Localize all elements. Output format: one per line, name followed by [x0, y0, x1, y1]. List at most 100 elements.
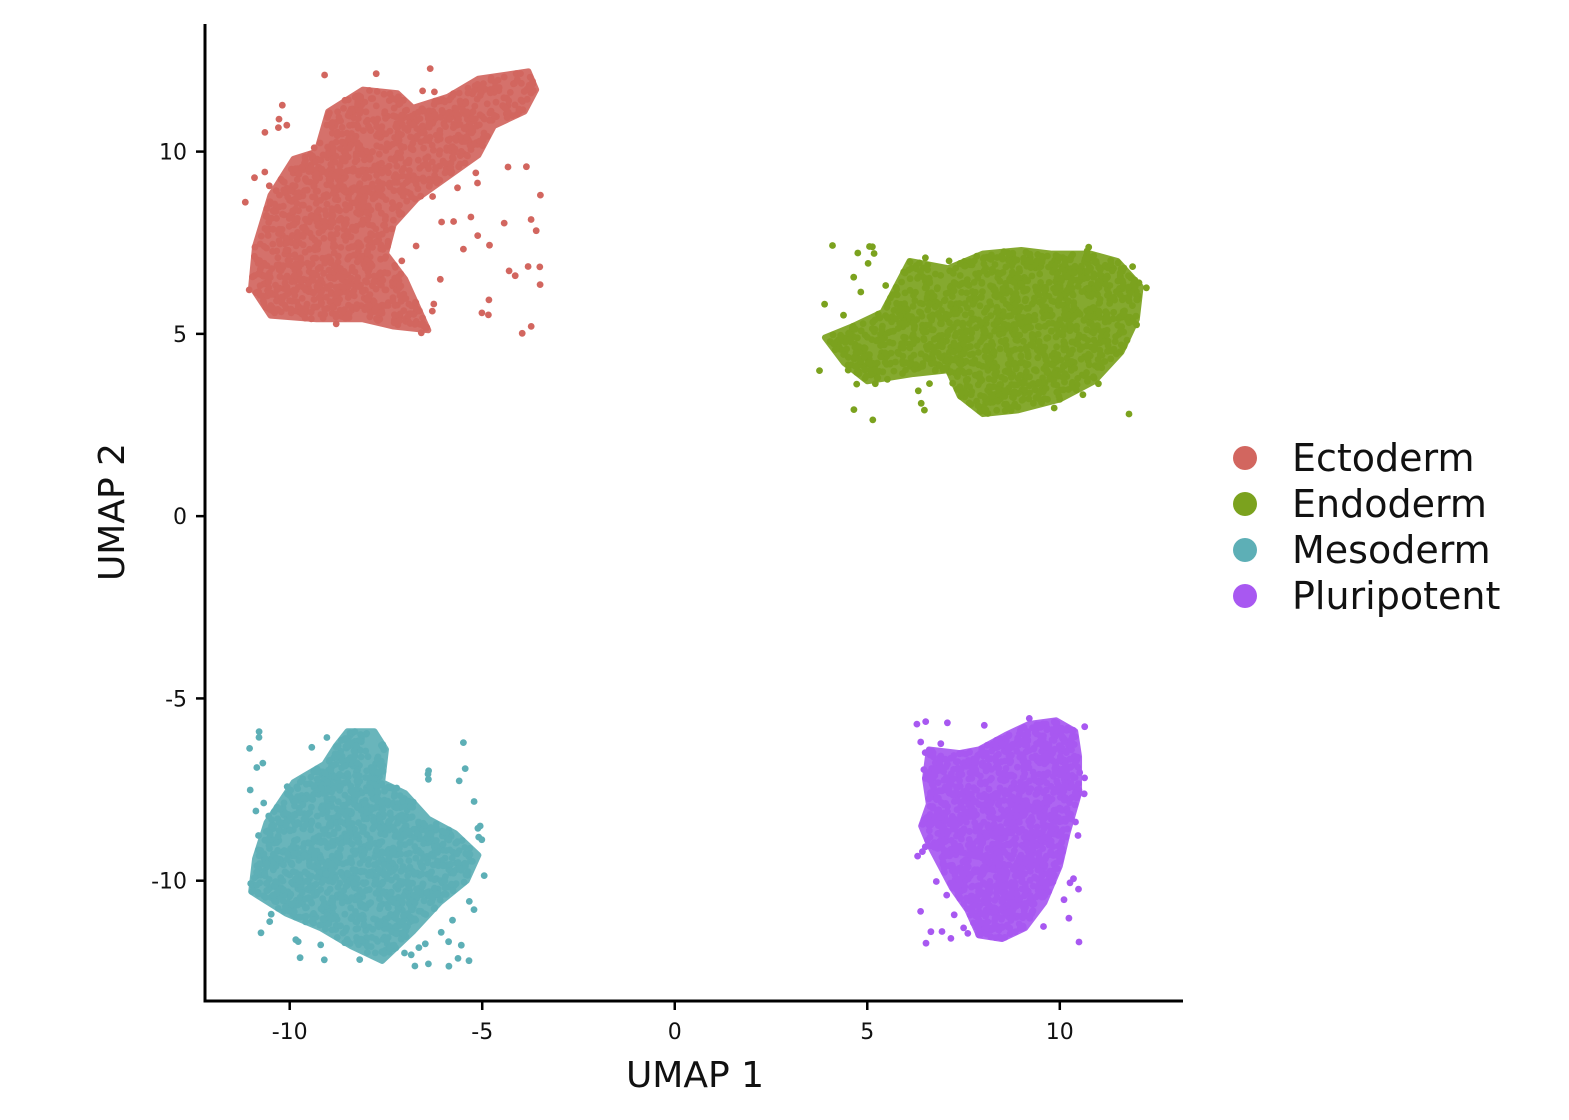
- data-point-pluripotent: [938, 928, 946, 935]
- data-point-ectoderm: [438, 218, 445, 226]
- data-point-ectoderm: [455, 89, 463, 97]
- data-point-ectoderm: [301, 187, 308, 195]
- data-point-mesoderm: [412, 854, 420, 862]
- data-point-ectoderm: [515, 105, 523, 113]
- data-point-ectoderm: [263, 205, 271, 213]
- data-point-mesoderm: [265, 812, 273, 820]
- data-point-endoderm: [1011, 359, 1018, 367]
- data-point-endoderm: [1034, 354, 1042, 362]
- data-point-mesoderm: [325, 877, 333, 885]
- data-point-ectoderm: [474, 232, 482, 240]
- data-point-endoderm: [1074, 308, 1082, 316]
- data-point-ectoderm: [321, 311, 329, 318]
- data-point-ectoderm: [419, 314, 426, 322]
- data-point-endoderm: [853, 380, 861, 388]
- data-point-endoderm: [943, 357, 951, 364]
- data-point-pluripotent: [1040, 923, 1047, 930]
- data-point-mesoderm: [381, 786, 389, 793]
- data-point-ectoderm: [377, 191, 384, 198]
- data-point-mesoderm: [329, 837, 336, 845]
- data-point-ectoderm: [478, 309, 486, 317]
- data-point-ectoderm: [425, 165, 432, 173]
- data-point-ectoderm: [395, 273, 402, 281]
- data-point-endoderm: [931, 347, 938, 355]
- data-point-endoderm: [914, 387, 922, 395]
- data-point-ectoderm: [460, 125, 468, 132]
- data-point-ectoderm: [260, 299, 268, 307]
- data-point-ectoderm: [337, 265, 344, 272]
- data-point-endoderm: [878, 336, 886, 343]
- data-point-ectoderm: [341, 96, 349, 104]
- data-point-ectoderm: [280, 178, 288, 186]
- data-point-mesoderm: [317, 838, 324, 846]
- data-point-endoderm: [840, 311, 847, 319]
- data-point-mesoderm: [377, 902, 384, 909]
- data-point-endoderm: [895, 350, 902, 357]
- data-point-mesoderm: [266, 918, 274, 925]
- data-point-endoderm: [1002, 263, 1010, 271]
- data-point-ectoderm: [393, 287, 401, 294]
- data-point-mesoderm: [289, 868, 297, 876]
- data-point-ectoderm: [294, 283, 302, 291]
- data-point-mesoderm: [397, 850, 405, 858]
- data-point-endoderm: [994, 318, 1001, 325]
- data-point-endoderm: [1120, 310, 1128, 318]
- data-point-ectoderm: [265, 284, 273, 291]
- data-point-mesoderm: [385, 817, 393, 825]
- data-point-mesoderm: [311, 851, 318, 859]
- data-point-pluripotent: [922, 939, 930, 947]
- data-point-mesoderm: [389, 848, 397, 856]
- data-point-ectoderm: [419, 87, 426, 95]
- data-point-endoderm: [1012, 365, 1020, 373]
- data-point-ectoderm: [334, 252, 342, 260]
- data-point-pluripotent: [1003, 820, 1010, 827]
- data-point-ectoderm: [305, 205, 313, 213]
- data-point-endoderm: [956, 300, 963, 307]
- data-point-mesoderm: [424, 859, 431, 867]
- data-point-endoderm: [884, 314, 891, 322]
- data-point-ectoderm: [500, 73, 508, 81]
- data-point-mesoderm: [283, 783, 291, 790]
- data-point-ectoderm: [297, 308, 305, 315]
- data-point-mesoderm: [381, 919, 389, 927]
- data-point-ectoderm: [317, 290, 325, 297]
- data-point-mesoderm: [302, 912, 310, 920]
- data-point-ectoderm: [325, 111, 333, 118]
- data-point-mesoderm: [305, 894, 312, 901]
- data-point-mesoderm: [337, 868, 345, 876]
- data-point-endoderm: [849, 322, 857, 330]
- data-point-mesoderm: [283, 856, 291, 863]
- data-point-ectoderm: [346, 204, 354, 212]
- data-point-ectoderm: [344, 294, 352, 301]
- data-point-ectoderm: [293, 234, 301, 242]
- data-point-endoderm: [1051, 370, 1058, 378]
- data-point-ectoderm: [276, 273, 284, 280]
- data-point-pluripotent: [958, 835, 965, 843]
- data-point-ectoderm: [463, 133, 470, 141]
- data-point-endoderm: [914, 273, 922, 281]
- data-point-mesoderm: [357, 867, 365, 875]
- data-point-mesoderm: [334, 798, 342, 805]
- data-point-endoderm: [1022, 295, 1030, 303]
- data-point-mesoderm: [445, 938, 452, 946]
- data-point-endoderm: [1030, 342, 1037, 350]
- data-point-ectoderm: [361, 156, 368, 164]
- data-point-endoderm: [1003, 346, 1011, 354]
- data-point-endoderm: [1008, 393, 1016, 401]
- data-point-ectoderm: [381, 216, 389, 224]
- data-point-endoderm: [1001, 375, 1009, 383]
- data-point-mesoderm: [470, 906, 478, 913]
- data-point-endoderm: [1018, 396, 1026, 404]
- data-point-endoderm: [925, 274, 933, 282]
- data-point-ectoderm: [409, 139, 417, 147]
- data-point-mesoderm: [363, 767, 370, 775]
- data-point-mesoderm: [366, 841, 374, 849]
- data-point-pluripotent: [985, 785, 993, 793]
- data-point-endoderm: [863, 333, 871, 341]
- data-point-mesoderm: [376, 761, 383, 769]
- data-point-mesoderm: [365, 900, 373, 908]
- data-point-endoderm: [932, 270, 939, 278]
- data-point-mesoderm: [284, 850, 291, 858]
- data-point-endoderm: [961, 262, 969, 270]
- data-point-endoderm: [1090, 346, 1098, 354]
